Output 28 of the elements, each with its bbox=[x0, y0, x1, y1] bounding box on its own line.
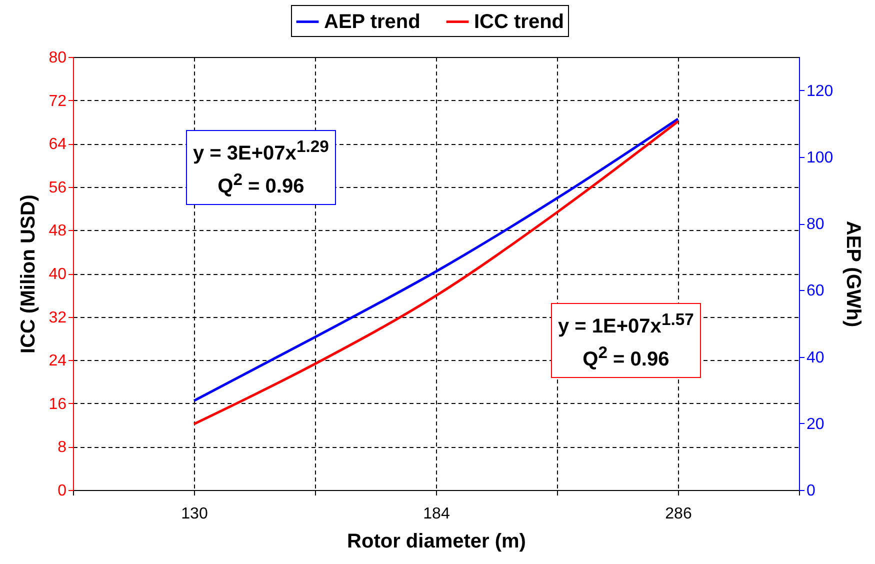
y2-axis-title: AEP (GWh) bbox=[842, 220, 864, 328]
x-tick-label: 130 bbox=[181, 506, 208, 522]
legend-label: ICC trend bbox=[474, 10, 564, 33]
y2-tick-label: 100 bbox=[806, 149, 834, 166]
x-tick-label: 184 bbox=[423, 506, 450, 522]
y-tick-label: 80 bbox=[48, 50, 67, 66]
y2-tick-label: 60 bbox=[806, 282, 824, 300]
y-tick-label: 40 bbox=[48, 266, 67, 283]
x-axis-title: Rotor diameter (m) bbox=[347, 530, 526, 552]
x-tick-label: 286 bbox=[665, 506, 692, 522]
y-tick-label: 16 bbox=[48, 396, 67, 413]
y2-tick-label: 40 bbox=[806, 349, 824, 366]
text: y = 3E+07x$^{1.29}$ Q$^{2}$ = 0.96 bbox=[193, 137, 329, 198]
y-tick-label: 48 bbox=[48, 222, 67, 240]
y2-tick-label: 20 bbox=[806, 416, 824, 433]
y2-tick-label: 0 bbox=[806, 482, 816, 500]
y-axis-title: ICC (Milion USD) bbox=[18, 194, 40, 354]
y2-tick-label: 80 bbox=[806, 216, 824, 234]
y-tick-label: 0 bbox=[58, 482, 67, 500]
legend-label: AEP trend bbox=[324, 10, 420, 33]
y-tick-label: 56 bbox=[48, 179, 67, 196]
y-tick-label: 32 bbox=[48, 309, 67, 326]
y-tick-label: 72 bbox=[48, 92, 67, 110]
y-tick-label: 24 bbox=[48, 352, 67, 370]
y2-tick-label: 120 bbox=[806, 82, 834, 100]
y-tick-label: 64 bbox=[48, 136, 67, 154]
text: y = 1E+07x$^{1.57}$ Q$^{2}$ = 0.96 bbox=[558, 310, 694, 370]
y-tick-label: 8 bbox=[58, 439, 67, 456]
